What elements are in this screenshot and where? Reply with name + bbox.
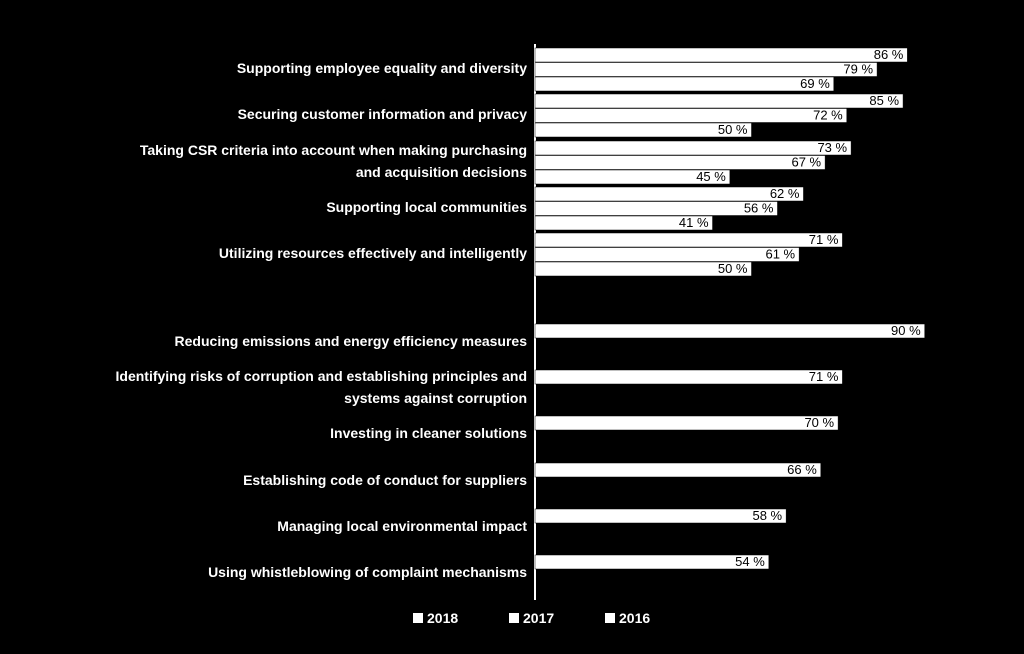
- legend-swatch-2018: [413, 613, 423, 623]
- bar-2018: [534, 462, 822, 478]
- bar-2018: [534, 508, 787, 524]
- bar-2017: [534, 62, 878, 77]
- bar-2018: [534, 232, 843, 248]
- category-label: Investing in cleaner solutions: [330, 425, 527, 441]
- bar-2018: [534, 415, 839, 431]
- bar-2018: [534, 323, 925, 339]
- bar-2016: [534, 169, 731, 185]
- category-label: Using whistleblowing of complaint mechan…: [208, 564, 527, 580]
- data-label: 56 %: [744, 201, 774, 216]
- data-label: 90 %: [891, 323, 921, 338]
- bar-2018: [534, 140, 852, 156]
- bar-2016: [534, 261, 752, 277]
- bar-2018: [534, 186, 804, 202]
- bar-2018: [534, 369, 843, 385]
- legend-label-2016: 2016: [619, 610, 650, 626]
- category-label: Establishing code of conduct for supplie…: [243, 472, 527, 488]
- data-label: 66 %: [787, 462, 817, 477]
- data-label: 50 %: [718, 261, 748, 276]
- data-label: 54 %: [735, 554, 765, 569]
- data-label: 62 %: [770, 186, 800, 201]
- bar-2016: [534, 215, 713, 231]
- category-label: Identifying risks of corruption and esta…: [116, 368, 528, 406]
- bar-2017: [534, 155, 826, 170]
- category-label: Utilizing resources effectively and inte…: [219, 245, 527, 261]
- bar-2018: [534, 47, 908, 63]
- data-label: 58 %: [752, 508, 782, 523]
- data-label: 71 %: [809, 232, 839, 247]
- data-label: 86 %: [874, 47, 904, 62]
- category-label: Managing local environmental impact: [277, 518, 527, 534]
- data-label: 79 %: [843, 62, 873, 77]
- legend-swatch-2016: [605, 613, 615, 623]
- category-label: Reducing emissions and energy efficiency…: [175, 333, 528, 349]
- bar-2018: [534, 93, 904, 109]
- category-label: Taking CSR criteria into account when ma…: [140, 142, 527, 180]
- data-label: 73 %: [817, 140, 847, 155]
- data-label: 69 %: [800, 76, 830, 91]
- bar-2016: [534, 76, 835, 92]
- data-label: 71 %: [809, 369, 839, 384]
- bar-2016: [534, 122, 752, 138]
- data-label: 67 %: [791, 155, 821, 170]
- bar-2017: [534, 108, 848, 123]
- bar-2017: [534, 247, 800, 262]
- legend-swatch-2017: [509, 613, 519, 623]
- legend-label-2017: 2017: [523, 610, 554, 626]
- data-label: 45 %: [696, 169, 726, 184]
- legend-label-2018: 2018: [427, 610, 458, 626]
- data-label: 85 %: [869, 93, 899, 108]
- category-label: Securing customer information and privac…: [238, 106, 528, 122]
- bar-2017: [534, 201, 778, 216]
- category-label: Supporting employee equality and diversi…: [237, 60, 527, 76]
- data-label: 41 %: [679, 215, 709, 230]
- data-label: 70 %: [804, 415, 834, 430]
- bar-2018: [534, 554, 770, 570]
- data-label: 72 %: [813, 108, 843, 123]
- category-label: Supporting local communities: [326, 199, 527, 215]
- data-label: 50 %: [718, 122, 748, 137]
- data-label: 61 %: [765, 247, 795, 262]
